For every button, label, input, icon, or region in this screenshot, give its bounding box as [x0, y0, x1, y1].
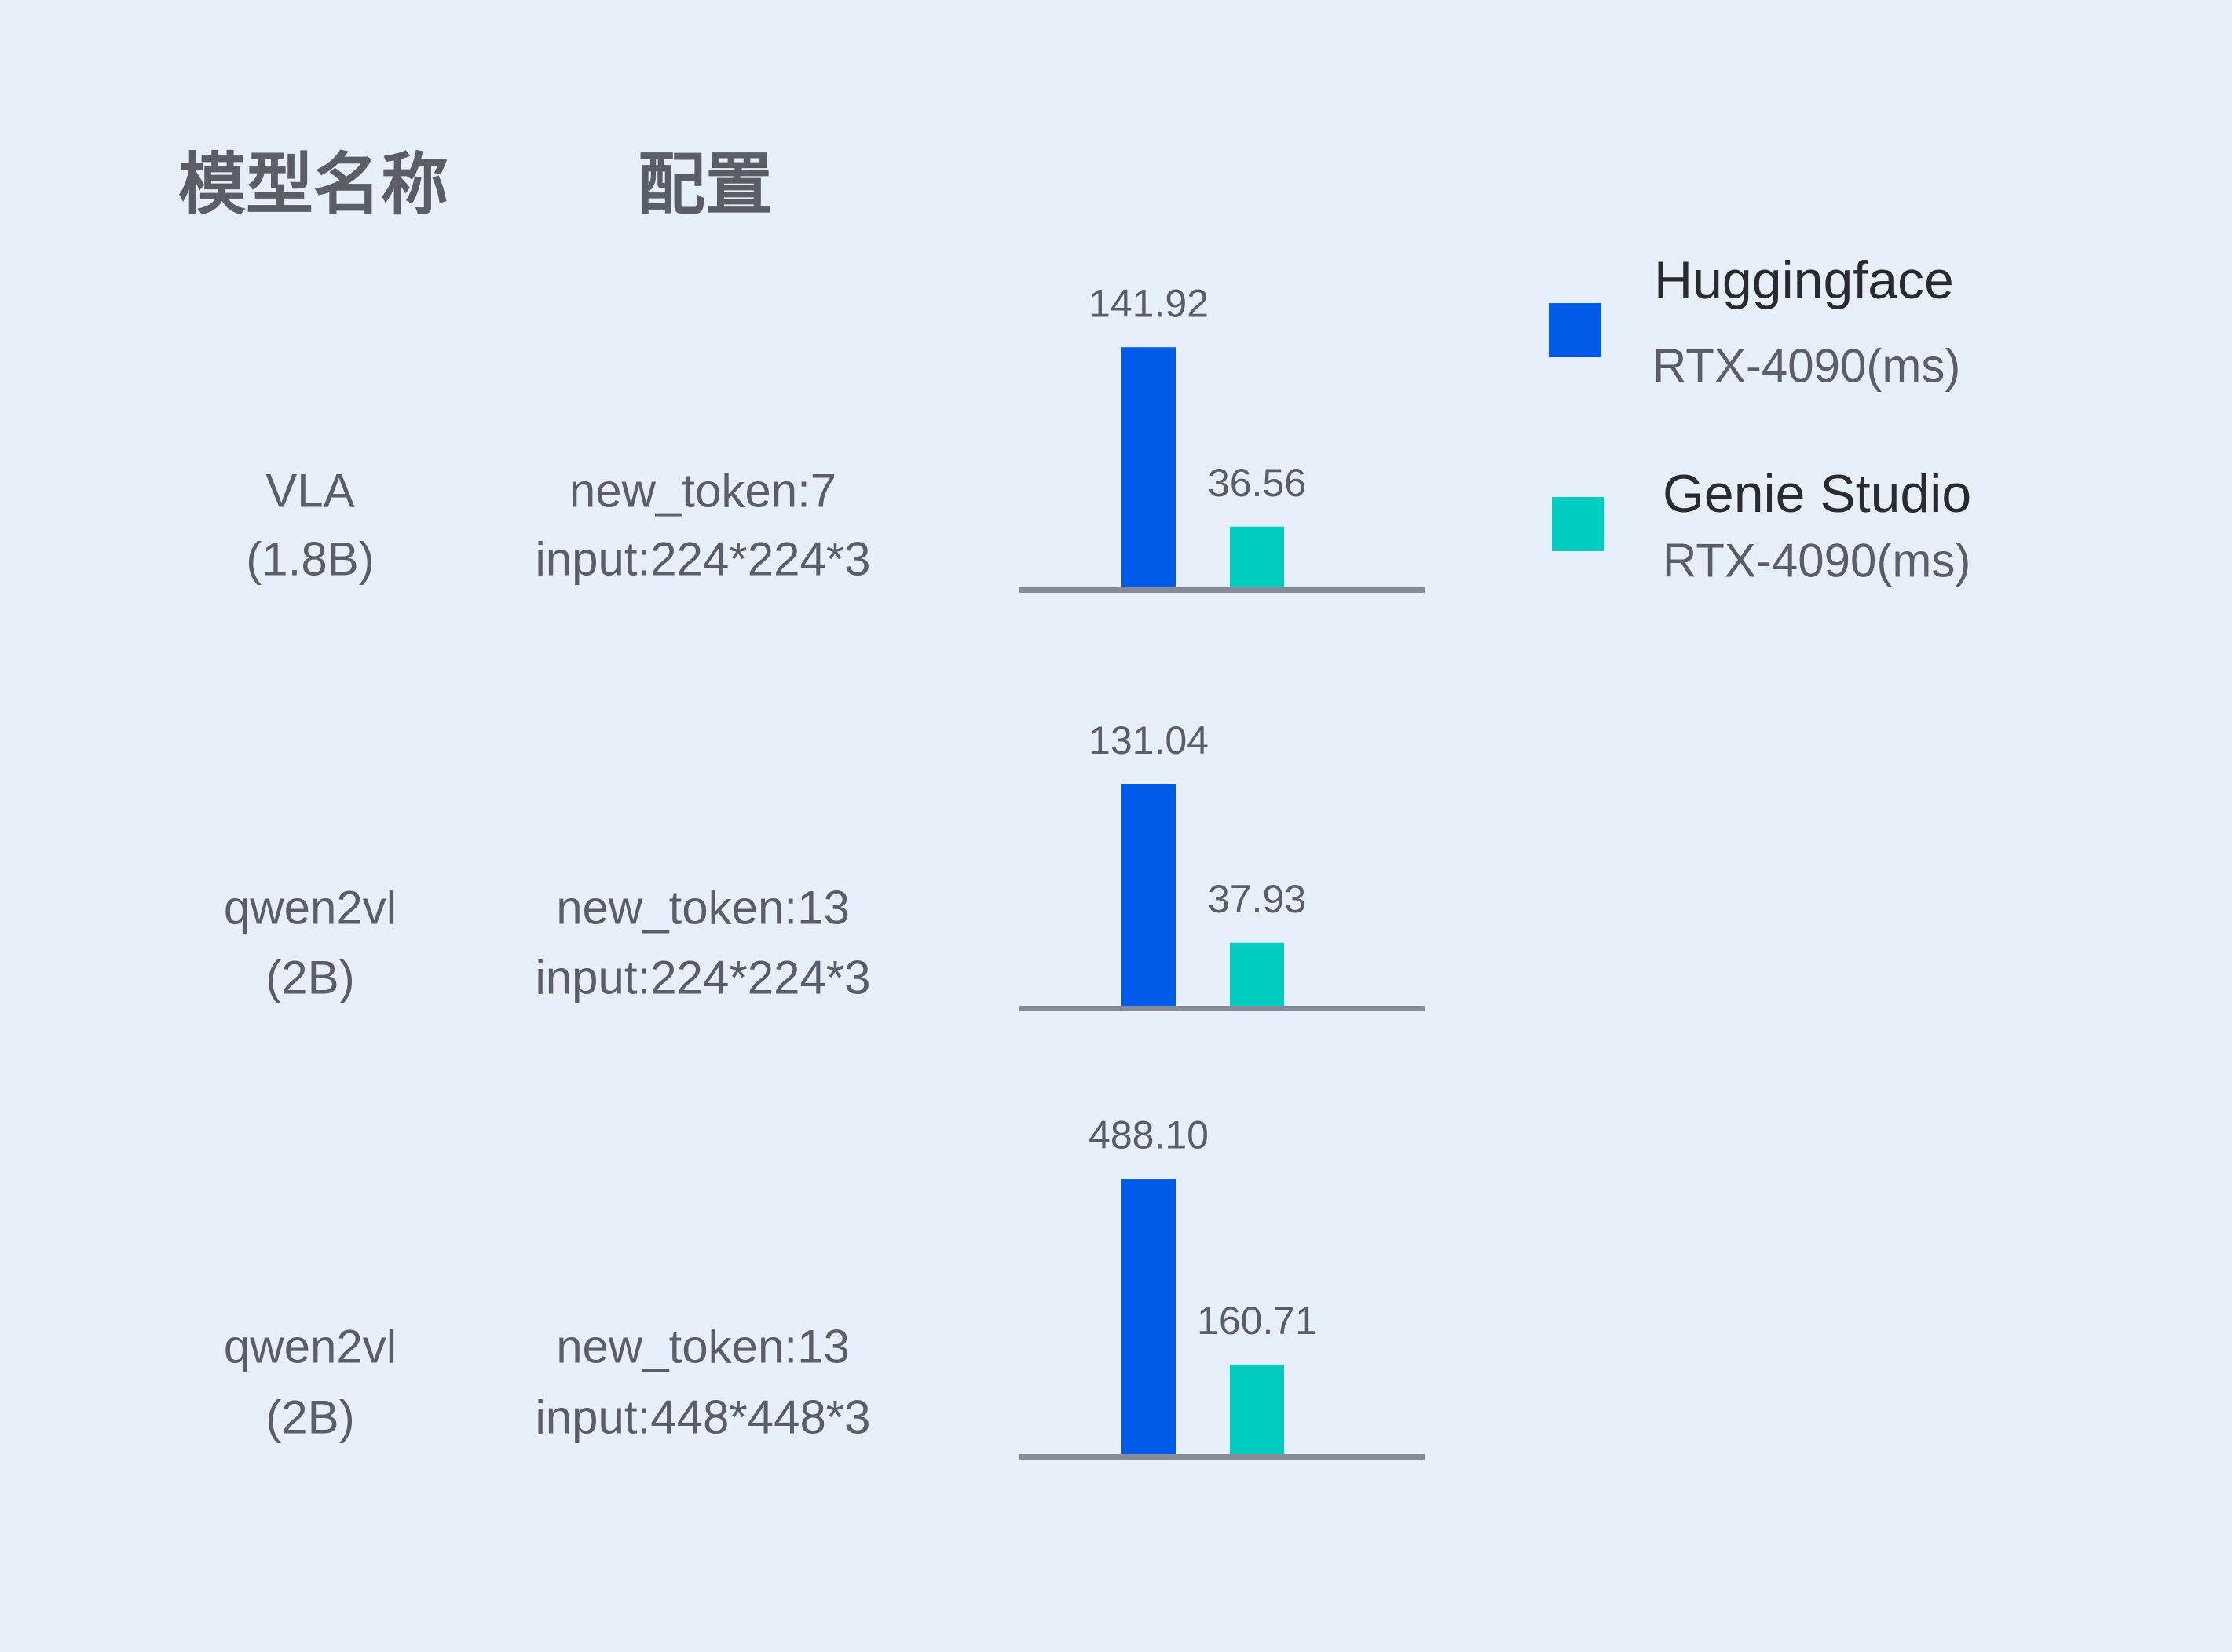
bar [1121, 784, 1176, 1007]
config-tokens: new_token:13 [556, 881, 850, 934]
config-tokens: new_token:13 [556, 1320, 850, 1373]
model-name: qwen2vl [223, 1320, 397, 1373]
x-axis-line [1019, 1006, 1425, 1011]
data-label: 36.56 [1208, 461, 1306, 505]
header-model-name: 模型名称 [178, 145, 448, 225]
config-input: input:224*224*3 [535, 951, 871, 1004]
config-tokens: new_token:7 [569, 464, 837, 517]
data-label: 488.10 [1089, 1113, 1209, 1157]
model-size: (1.8B) [246, 532, 375, 586]
config-input: input:224*224*3 [535, 532, 871, 586]
bar [1121, 1179, 1176, 1456]
data-label: 37.93 [1208, 877, 1306, 921]
header-config: 配置 [638, 145, 773, 225]
data-label: 160.71 [1197, 1299, 1317, 1343]
legend-subtitle: RTX-4090(ms) [1652, 339, 1961, 393]
legend-title: Genie Studio [1663, 464, 1972, 524]
model-size: (2B) [265, 1391, 355, 1444]
x-axis-line [1019, 1454, 1425, 1460]
model-size: (2B) [265, 951, 355, 1004]
bar [1230, 526, 1284, 589]
legend-subtitle: RTX-4090(ms) [1663, 534, 1971, 587]
data-label: 141.92 [1089, 281, 1209, 325]
legend-title: Huggingface [1654, 250, 1954, 310]
bar [1230, 1364, 1284, 1456]
bar [1230, 942, 1284, 1007]
model-name: VLA [265, 464, 355, 517]
model-name: qwen2vl [223, 881, 397, 934]
data-label: 131.04 [1089, 718, 1209, 762]
x-axis-line [1019, 587, 1425, 593]
legend-swatch-huggingface [1549, 303, 1601, 357]
bar [1121, 347, 1176, 589]
legend-swatch-genie-studio [1552, 497, 1604, 551]
config-input: input:448*448*3 [535, 1391, 871, 1444]
